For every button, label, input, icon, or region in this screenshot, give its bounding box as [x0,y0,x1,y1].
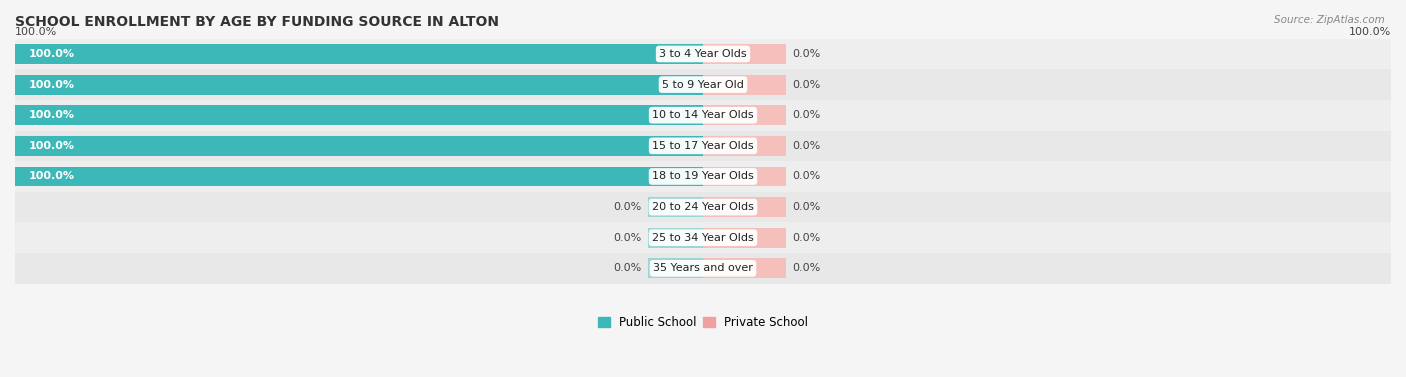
Bar [15,38,1391,69]
Bar [703,44,786,64]
Text: 100.0%: 100.0% [15,27,58,37]
Text: 3 to 4 Year Olds: 3 to 4 Year Olds [659,49,747,59]
Bar [703,105,786,125]
Text: 0.0%: 0.0% [793,264,821,273]
Text: 10 to 14 Year Olds: 10 to 14 Year Olds [652,110,754,120]
Bar [703,197,786,217]
Bar [15,100,1391,130]
Text: 35 Years and over: 35 Years and over [652,264,754,273]
Bar [703,167,786,186]
Text: 100.0%: 100.0% [28,110,75,120]
Text: 5 to 9 Year Old: 5 to 9 Year Old [662,80,744,90]
Bar [15,130,1391,161]
Text: 0.0%: 0.0% [613,264,641,273]
Text: 0.0%: 0.0% [793,172,821,181]
Text: 0.0%: 0.0% [613,202,641,212]
Text: 0.0%: 0.0% [793,141,821,151]
Bar [703,75,786,95]
Bar [703,258,786,278]
Text: 100.0%: 100.0% [28,172,75,181]
Text: 0.0%: 0.0% [793,110,821,120]
Bar [15,136,703,156]
Bar [15,222,1391,253]
Bar [15,192,1391,222]
Text: SCHOOL ENROLLMENT BY AGE BY FUNDING SOURCE IN ALTON: SCHOOL ENROLLMENT BY AGE BY FUNDING SOUR… [15,15,499,29]
Bar [15,105,703,125]
Bar [15,253,1391,284]
Bar [703,136,786,156]
Text: 0.0%: 0.0% [793,80,821,90]
Text: 100.0%: 100.0% [1348,27,1391,37]
Bar [648,197,703,217]
Text: 0.0%: 0.0% [793,49,821,59]
Text: Source: ZipAtlas.com: Source: ZipAtlas.com [1274,15,1385,25]
Text: 0.0%: 0.0% [793,202,821,212]
Text: 0.0%: 0.0% [613,233,641,243]
Text: 15 to 17 Year Olds: 15 to 17 Year Olds [652,141,754,151]
Text: 20 to 24 Year Olds: 20 to 24 Year Olds [652,202,754,212]
Text: 0.0%: 0.0% [793,233,821,243]
Legend: Public School, Private School: Public School, Private School [593,311,813,334]
Bar [703,228,786,248]
Bar [648,258,703,278]
Text: 100.0%: 100.0% [28,49,75,59]
Bar [15,161,1391,192]
Text: 100.0%: 100.0% [28,141,75,151]
Bar [15,75,703,95]
Text: 100.0%: 100.0% [28,80,75,90]
Bar [648,228,703,248]
Text: 18 to 19 Year Olds: 18 to 19 Year Olds [652,172,754,181]
Bar [15,69,1391,100]
Bar [15,167,703,186]
Text: 25 to 34 Year Olds: 25 to 34 Year Olds [652,233,754,243]
Bar [15,44,703,64]
